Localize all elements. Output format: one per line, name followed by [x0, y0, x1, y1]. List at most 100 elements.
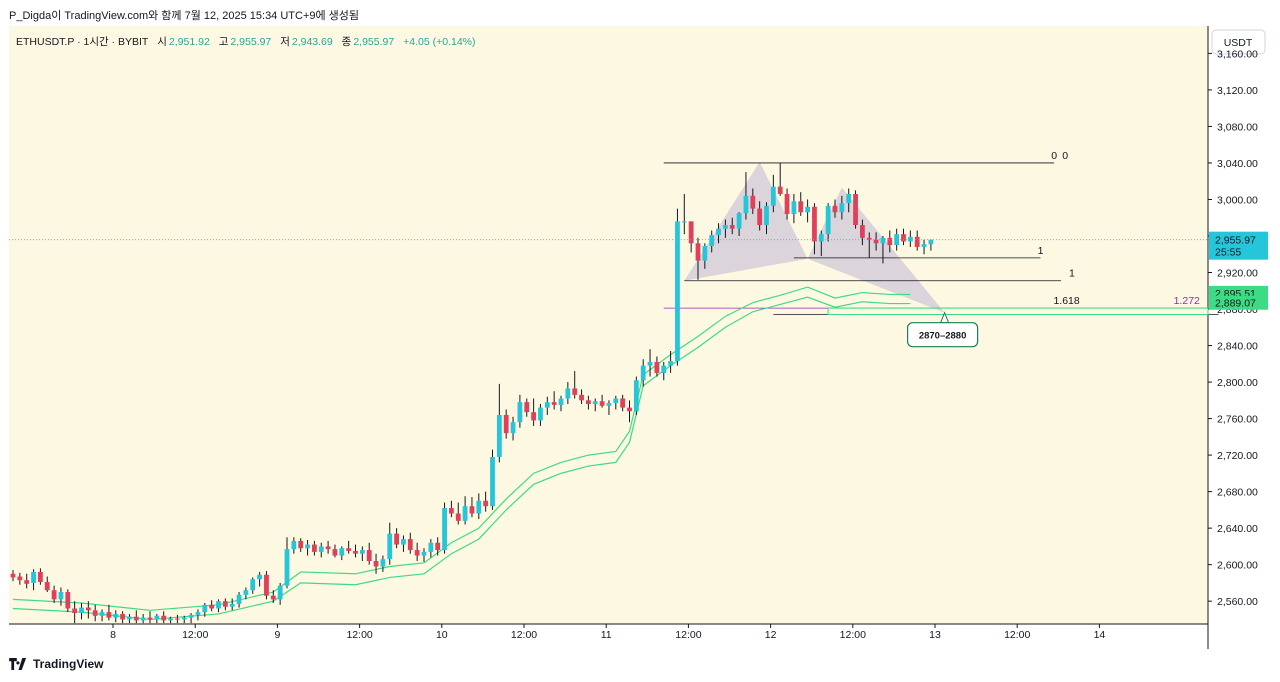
- candle-body: [127, 616, 132, 620]
- candle: [894, 228, 900, 251]
- candle: [236, 592, 242, 608]
- candle-body: [805, 206, 810, 213]
- candle-body: [743, 195, 749, 214]
- candle-body: [476, 500, 482, 514]
- chart-container[interactable]: USDT 3,160.00 3,120.00 3,080.00 3,040.00 3,00…: [9, 26, 1270, 649]
- candle: [887, 230, 893, 253]
- candle-body: [757, 208, 763, 226]
- candle: [579, 389, 584, 404]
- candle-body: [716, 228, 721, 236]
- candle-body: [914, 236, 920, 247]
- candle: [353, 544, 358, 558]
- envelope-lower-line: [12, 296, 911, 621]
- candle: [92, 604, 98, 622]
- candle-body: [668, 361, 673, 366]
- candle-body: [428, 542, 434, 552]
- candle: [880, 235, 886, 264]
- candle: [736, 212, 742, 236]
- candle-body: [58, 592, 64, 600]
- candle-body: [860, 225, 865, 238]
- candle: [428, 539, 434, 558]
- candle: [332, 544, 338, 558]
- symbol-legend: ETHUSDT.P · 1시간 · BYBIT 시 2,951.92 고 2,955…: [16, 34, 478, 49]
- y-tick-label: 3,120.00: [1217, 85, 1258, 97]
- price-axis-background: [1208, 26, 1270, 649]
- candle-body: [921, 244, 927, 247]
- candle-body: [366, 550, 372, 562]
- candle: [572, 371, 578, 399]
- candle: [168, 616, 173, 624]
- candle-body: [640, 365, 646, 381]
- candle: [812, 203, 817, 255]
- candle-body: [592, 401, 598, 404]
- candle: [921, 239, 927, 255]
- chart-caption: P_Digda이 TradingView.com와 함께 7월 12, 2025…: [9, 10, 360, 22]
- candle: [496, 383, 502, 463]
- candle: [654, 356, 660, 377]
- candle-body: [770, 186, 776, 206]
- candle-body: [140, 617, 146, 621]
- candle-body: [538, 407, 543, 421]
- footer-brand[interactable]: TradingView: [9, 657, 103, 671]
- plot-background: [9, 26, 1208, 624]
- candle: [10, 570, 16, 582]
- candle: [51, 585, 57, 604]
- candle: [127, 613, 132, 624]
- candle: [449, 500, 454, 518]
- candle: [243, 587, 249, 600]
- close-label: 종: [341, 36, 352, 48]
- candle-body: [524, 402, 530, 413]
- candle-body: [264, 574, 269, 596]
- candle: [627, 400, 632, 423]
- candle: [839, 195, 845, 220]
- zone-callout-box: [906, 322, 979, 348]
- candle-body: [216, 601, 221, 609]
- candle: [79, 603, 84, 620]
- candle: [298, 538, 304, 552]
- candle-body: [490, 456, 495, 507]
- open-value: 2,951.92: [168, 36, 210, 48]
- x-tick-label: 12:00: [1004, 629, 1030, 641]
- candle: [750, 188, 756, 215]
- candle: [531, 398, 536, 426]
- bar-countdown: 25:55: [1215, 247, 1241, 259]
- candle: [264, 571, 269, 600]
- candle: [544, 396, 550, 415]
- candle-body: [318, 546, 324, 552]
- y-tick-label: 3,160.00: [1217, 48, 1258, 60]
- symbol-name[interactable]: ETHUSDT.P · 1시간 · BYBIT: [16, 36, 149, 48]
- candle: [764, 202, 769, 235]
- candle-body: [92, 610, 98, 616]
- candle: [58, 587, 64, 606]
- x-tick-label: 8: [110, 629, 116, 641]
- currency-box: [1211, 29, 1266, 55]
- candle-body: [572, 388, 578, 395]
- candle-body: [894, 234, 900, 246]
- candle: [825, 203, 831, 242]
- candle: [757, 201, 763, 231]
- candle-body: [175, 618, 180, 620]
- candle-body: [380, 559, 386, 567]
- candle-body: [10, 573, 16, 578]
- level-label-right: 1: [1069, 268, 1075, 280]
- candle-body: [503, 414, 509, 434]
- candle-body: [236, 594, 242, 604]
- candle-body: [188, 614, 194, 618]
- candle-body: [647, 361, 653, 366]
- price-tag: [1209, 295, 1268, 310]
- candle: [517, 394, 523, 428]
- x-tick-label: 12:00: [182, 629, 208, 641]
- candle-body: [907, 236, 913, 242]
- candle-body: [620, 398, 626, 408]
- candle-body: [359, 550, 365, 554]
- candle-body: [250, 579, 256, 591]
- candle-body: [65, 592, 71, 609]
- harmonic-pattern-xab: [684, 162, 808, 281]
- candle-body: [839, 203, 845, 213]
- candle-body: [257, 574, 262, 580]
- candle: [777, 162, 783, 196]
- candle-body: [305, 544, 310, 549]
- candle-body: [880, 237, 886, 244]
- y-tick-label: 2,920.00: [1217, 268, 1258, 280]
